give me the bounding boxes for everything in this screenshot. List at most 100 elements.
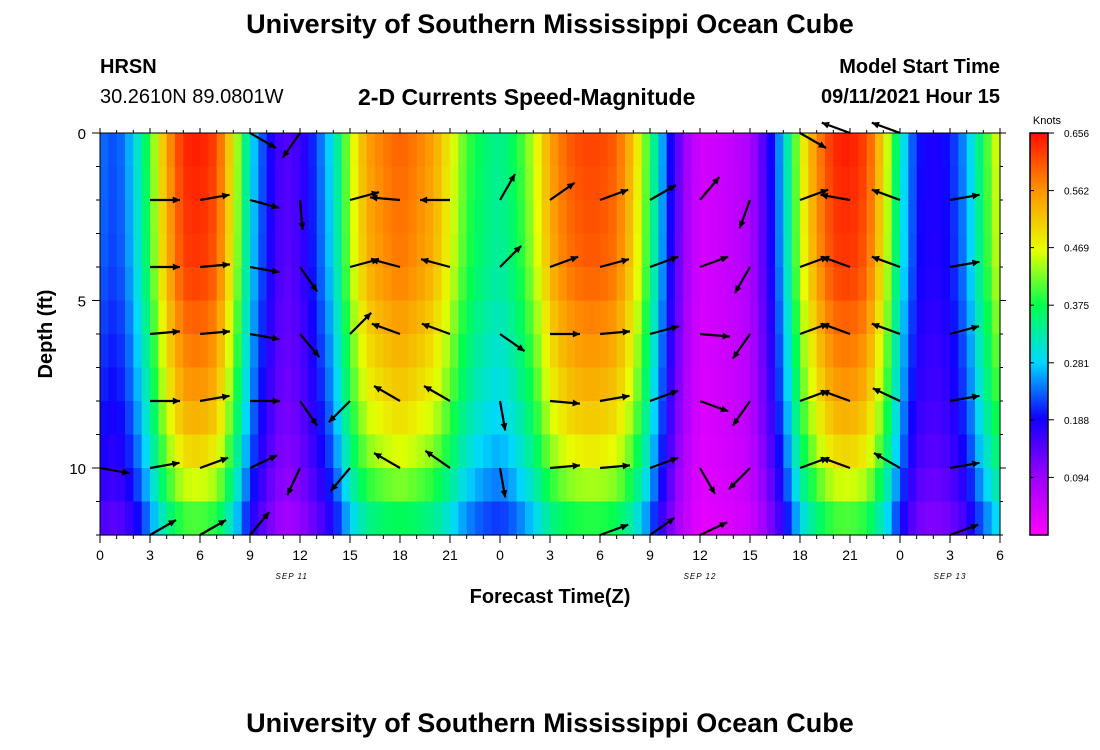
heatmap-cell	[483, 133, 493, 168]
heatmap-cell	[100, 133, 109, 168]
heatmap-cell	[400, 334, 409, 369]
heatmap-cell	[575, 501, 584, 536]
current-vector-arrow	[349, 312, 372, 335]
heatmap-cell	[858, 434, 868, 469]
heatmap-cell	[450, 166, 459, 201]
heatmap-cell	[516, 233, 526, 268]
heatmap-cell	[333, 267, 343, 302]
heatmap-cell	[816, 401, 826, 436]
heatmap-cell	[950, 267, 959, 302]
heatmap-cell	[700, 334, 709, 369]
heatmap-cell	[916, 133, 926, 168]
heatmap-cell	[641, 401, 651, 436]
current-vector-arrow	[299, 266, 319, 293]
heatmap-cell	[500, 133, 509, 168]
heatmap-cell	[341, 334, 351, 369]
heatmap-cell	[325, 233, 334, 268]
heatmap-cell	[616, 367, 626, 402]
heatmap-cell	[758, 468, 768, 503]
heatmap-cell	[408, 166, 418, 201]
heatmap-cell	[741, 300, 751, 335]
heatmap-cell	[166, 267, 176, 302]
heatmap-cell	[391, 401, 401, 436]
heatmap-cell	[716, 233, 726, 268]
heatmap-cell	[283, 233, 293, 268]
heatmap-cell	[975, 267, 984, 302]
heatmap-cell	[600, 401, 609, 436]
heatmap-cell	[125, 501, 134, 536]
current-vector-arrow	[871, 121, 901, 135]
heatmap-cell	[566, 434, 576, 469]
heatmap-cell	[633, 200, 643, 235]
heatmap-cell	[325, 200, 334, 235]
heatmap-cell	[466, 267, 476, 302]
heatmap-cell	[650, 133, 659, 168]
heatmap-cell	[275, 133, 284, 168]
current-vector-arrow	[949, 259, 980, 269]
heatmap-cell	[125, 367, 134, 402]
heatmap-cell	[333, 367, 343, 402]
colorbar-tick-label: 0.656	[1064, 129, 1089, 140]
heatmap-cell	[116, 334, 126, 369]
heatmap-cell	[666, 133, 676, 168]
heatmap-cell	[608, 166, 618, 201]
current-vector-arrow	[199, 519, 227, 536]
heatmap-cell	[250, 401, 259, 436]
heatmap-cell	[191, 434, 201, 469]
heatmap-cell	[758, 133, 768, 168]
heatmap-cell	[600, 367, 609, 402]
heatmap-cell	[683, 300, 693, 335]
heatmap-cell	[725, 367, 734, 402]
heatmap-cell	[650, 166, 659, 201]
heatmap-cell	[641, 166, 651, 201]
heatmap-cell	[800, 267, 809, 302]
heatmap-cell	[791, 300, 801, 335]
heatmap-cell	[983, 300, 993, 335]
heatmap-cell	[450, 434, 459, 469]
heatmap-cell	[350, 133, 359, 168]
heatmap-cell	[133, 133, 143, 168]
heatmap-cell	[858, 334, 868, 369]
heatmap-cell	[200, 267, 209, 302]
heatmap-cell	[266, 367, 276, 402]
heatmap-cell	[158, 401, 168, 436]
heatmap-cell	[966, 501, 976, 536]
heatmap-cell	[316, 434, 326, 469]
heatmap-cell	[783, 233, 793, 268]
heatmap-cell	[533, 200, 543, 235]
current-vector-arrow	[799, 188, 829, 202]
current-vector-arrow	[871, 255, 901, 269]
heatmap-cell	[941, 468, 951, 503]
x-axis-label: Forecast Time(Z)	[470, 586, 631, 608]
heatmap-cell	[575, 468, 584, 503]
heatmap-cell	[933, 300, 943, 335]
heatmap-cell	[591, 300, 601, 335]
current-vector-arrow	[281, 132, 301, 159]
heatmap-cell	[816, 434, 826, 469]
heatmap-cell	[691, 267, 701, 302]
heatmap-cell	[591, 334, 601, 369]
heatmap-cell	[808, 434, 818, 469]
heatmap-cell	[783, 434, 793, 469]
heatmap-cell	[350, 200, 359, 235]
heatmap-cell	[266, 501, 276, 536]
heatmap-cell	[766, 468, 776, 503]
heatmap-cell	[683, 267, 693, 302]
heatmap-cell	[875, 334, 884, 369]
heatmap-cell	[225, 267, 234, 302]
heatmap-cell	[475, 367, 484, 402]
heatmap-cell	[466, 434, 476, 469]
heatmap-cell	[375, 434, 384, 469]
heatmap-cell	[616, 300, 626, 335]
x-tick-label: 6	[996, 547, 1004, 563]
heatmap-cell	[183, 501, 193, 536]
heatmap-cell	[575, 267, 584, 302]
heatmap-cell	[166, 468, 176, 503]
heatmap-cell	[233, 166, 243, 201]
heatmap-cell	[225, 133, 234, 168]
heatmap-cell	[958, 300, 968, 335]
heatmap-cell	[725, 133, 734, 168]
current-vector-arrow	[821, 322, 851, 336]
heatmap-cell	[583, 200, 593, 235]
heatmap-cell	[750, 200, 759, 235]
